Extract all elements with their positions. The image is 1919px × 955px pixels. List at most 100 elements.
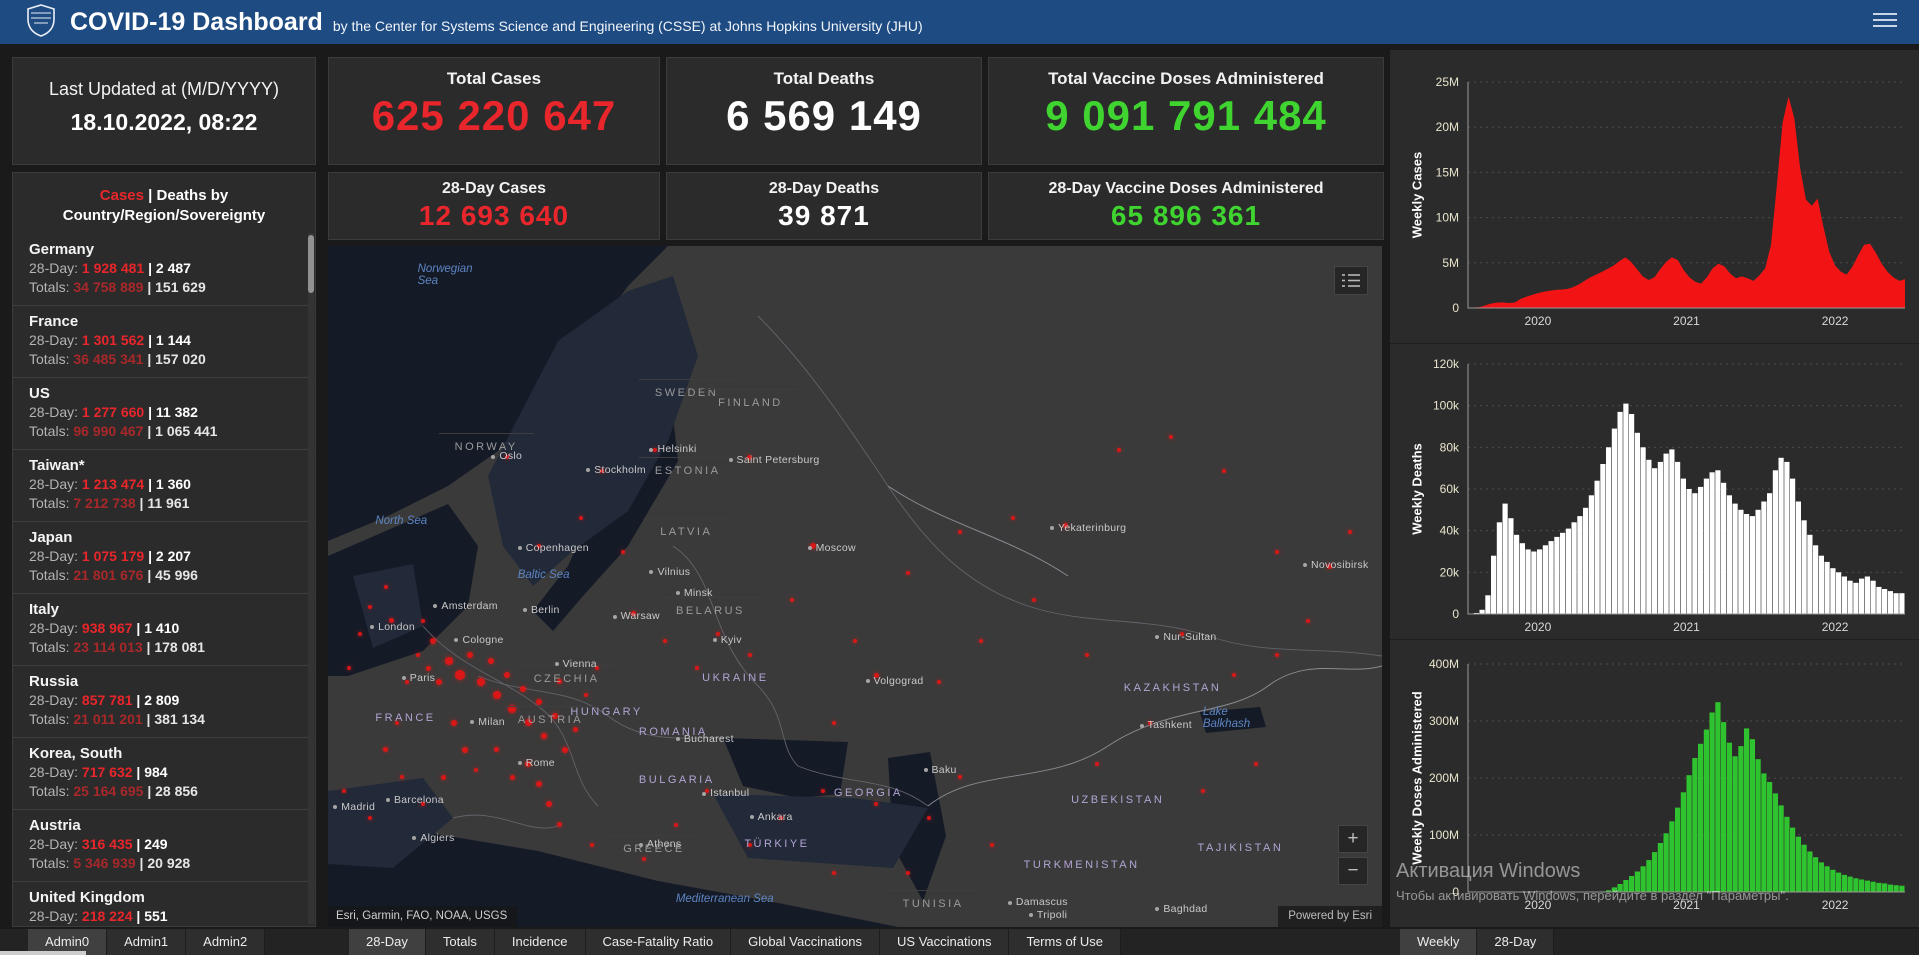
- country-field: |: [143, 351, 156, 367]
- country-list-item[interactable]: Korea, South 28-Day: 717 632 | 984 Totals:…: [13, 737, 315, 809]
- country-field: Totals:: [29, 639, 74, 655]
- map-attribution: Esri, Garmin, FAO, NOAA, USGS: [328, 906, 518, 927]
- country-field: 1 065 441: [155, 423, 218, 439]
- country-field: 249: [144, 836, 168, 852]
- svg-text:2020: 2020: [1525, 898, 1552, 912]
- country-field: |: [132, 836, 145, 852]
- svg-text:5M: 5M: [1442, 256, 1459, 270]
- country-field: 984: [144, 764, 168, 780]
- tab-global-vaccinations[interactable]: Global Vaccinations: [731, 929, 881, 955]
- tab-us-vaccinations[interactable]: US Vaccinations: [880, 929, 1010, 955]
- country-list-item[interactable]: Italy 28-Day: 938 967 | 1 410 Totals: 23 1…: [13, 593, 315, 665]
- tab-case-fatality-ratio[interactable]: Case-Fatality Ratio: [585, 929, 732, 955]
- country-field: 23 114 013: [73, 639, 143, 655]
- zoom-out-button[interactable]: −: [1338, 857, 1368, 885]
- country-totals-line: Totals: 25 164 695 | 28 856: [29, 782, 299, 801]
- country-field: 34 758 889: [73, 279, 144, 295]
- powered-by-esri[interactable]: Powered by Esri: [1278, 906, 1382, 927]
- country-field: 381 134: [154, 711, 205, 727]
- country-field: 1 301 562: [81, 332, 145, 348]
- legend-button[interactable]: [1334, 266, 1368, 295]
- tab-28-day[interactable]: 28-Day: [349, 929, 426, 955]
- stat-label: Total Deaths: [773, 69, 875, 88]
- country-field: |: [144, 332, 156, 348]
- tab-admin1[interactable]: Admin1: [107, 929, 187, 955]
- list-scrollbar-thumb[interactable]: [308, 235, 314, 293]
- country-field: 1 144: [155, 332, 191, 348]
- list-header: Cases | Deaths by Country/Region/Soverei…: [13, 173, 315, 226]
- country-field: |: [144, 476, 156, 492]
- stat-label: Total Vaccine Doses Administered: [1048, 69, 1324, 88]
- stat-value: 39 871: [778, 200, 870, 231]
- stat-box: Total Deaths 6 569 149: [666, 57, 982, 165]
- country-field: 1 928 481: [81, 260, 145, 276]
- chart-axis-title: Weekly Deaths: [1409, 443, 1425, 535]
- country-field: 2 207: [155, 548, 191, 564]
- tab-weekly[interactable]: Weekly: [1400, 929, 1478, 955]
- country-field: 551: [144, 908, 168, 924]
- charts-panel: 25M 20M 15M 10M 5M 0 2020 2021 2022 Weekly Cases …: [1390, 50, 1919, 927]
- stats-row-28day: 28-Day Cases 12 693 640 28-Day Deaths 39 87…: [328, 172, 1384, 240]
- country-field: 36 485 341: [73, 351, 144, 367]
- svg-text:20M: 20M: [1436, 120, 1459, 134]
- last-updated-panel: Last Updated at (M/D/YYYY) 18.10.2022, 0…: [12, 57, 316, 165]
- weekly-cases-chart: 25M 20M 15M 10M 5M 0 2020 2021 2022 Weekly Cases: [1390, 50, 1919, 337]
- svg-text:2021: 2021: [1673, 314, 1700, 328]
- country-28day-line: 28-Day: 316 435 | 249: [29, 835, 299, 854]
- tab-admin2[interactable]: Admin2: [186, 929, 266, 955]
- country-list-item[interactable]: Austria 28-Day: 316 435 | 249 Totals: 5 34…: [13, 809, 315, 881]
- page-title: COVID-19 Dashboard: [70, 7, 323, 36]
- svg-text:2020: 2020: [1525, 620, 1552, 634]
- country-field: 21 801 676: [73, 567, 144, 583]
- zoom-in-button[interactable]: +: [1338, 825, 1368, 853]
- list-header-cases: Cases: [99, 187, 144, 204]
- tab-admin0[interactable]: Admin0: [28, 929, 108, 955]
- country-field: |: [143, 783, 156, 799]
- tab-terms-of-use[interactable]: Terms of Use: [1009, 929, 1122, 955]
- list-header-rest: | Deaths by: [143, 187, 229, 204]
- country-field: 28-Day:: [29, 620, 82, 636]
- country-list-item[interactable]: Russia 28-Day: 857 781 | 2 809 Totals: 21 …: [13, 665, 315, 737]
- country-field: 151 629: [155, 279, 206, 295]
- svg-text:80k: 80k: [1440, 440, 1460, 454]
- country-list-item[interactable]: France 28-Day: 1 301 562 | 1 144 Totals: 3…: [13, 305, 315, 377]
- stat-value: 9 091 791 484: [1045, 92, 1327, 139]
- country-totals-line: Totals: 21 801 676 | 45 996: [29, 566, 299, 585]
- country-field: 218 224: [81, 908, 133, 924]
- stats-row-totals: Total Cases 625 220 647 Total Deaths 6 569 …: [328, 57, 1384, 165]
- stat-value: 65 896 361: [1110, 200, 1262, 231]
- menu-icon[interactable]: [1873, 13, 1897, 30]
- country-list-item[interactable]: Japan 28-Day: 1 075 179 | 2 207 Totals: 21…: [13, 521, 315, 593]
- country-list-item[interactable]: Taiwan* 28-Day: 1 213 474 | 1 360 Totals: …: [13, 449, 315, 521]
- country-list-item[interactable]: Germany 28-Day: 1 928 481 | 2 487 Totals: …: [13, 234, 315, 305]
- country-field: 938 967: [81, 620, 133, 636]
- country-field: 857 781: [81, 692, 133, 708]
- svg-text:400M: 400M: [1429, 657, 1459, 671]
- country-totals-line: Totals: 7 212 738 | 11 961: [29, 494, 299, 513]
- map[interactable]: Norwegian Sea North Sea Baltic Sea Mediterr…: [328, 246, 1382, 927]
- tab-totals[interactable]: Totals: [425, 929, 495, 955]
- weekly-doses-chart: 400M 300M 200M 100M 0 2020 2021 2022 Weekly Dose…: [1390, 639, 1919, 928]
- country-field: |: [144, 548, 156, 564]
- country-field: 7 212 738: [73, 495, 136, 511]
- tab-incidence[interactable]: Incidence: [494, 929, 586, 955]
- country-field: Totals:: [29, 711, 74, 727]
- country-list-item[interactable]: US 28-Day: 1 277 660 | 11 382 Totals: 96 9…: [13, 377, 315, 449]
- tab-group-map-layers: 28-Day Totals Incidence Case-Fatality Ratio…: [349, 929, 1122, 955]
- country-field: 1 075 179: [81, 548, 145, 564]
- tab-28-day[interactable]: 28-Day: [1477, 929, 1555, 955]
- country-field: 21 011 201: [73, 711, 143, 727]
- svg-text:300M: 300M: [1429, 714, 1459, 728]
- country-field: |: [132, 692, 145, 708]
- stat-label: 28-Day Vaccine Doses Administered: [1048, 180, 1324, 197]
- list-scrollbar-track[interactable]: [308, 233, 314, 924]
- horizontal-scrollbar-thumb[interactable]: [0, 951, 86, 955]
- stat-label: 28-Day Cases: [441, 180, 547, 197]
- country-field: |: [143, 279, 156, 295]
- country-field: 11 382: [155, 404, 198, 420]
- map-basemap: [328, 246, 1382, 927]
- svg-text:200M: 200M: [1429, 771, 1459, 785]
- country-name: Taiwan*: [29, 457, 85, 474]
